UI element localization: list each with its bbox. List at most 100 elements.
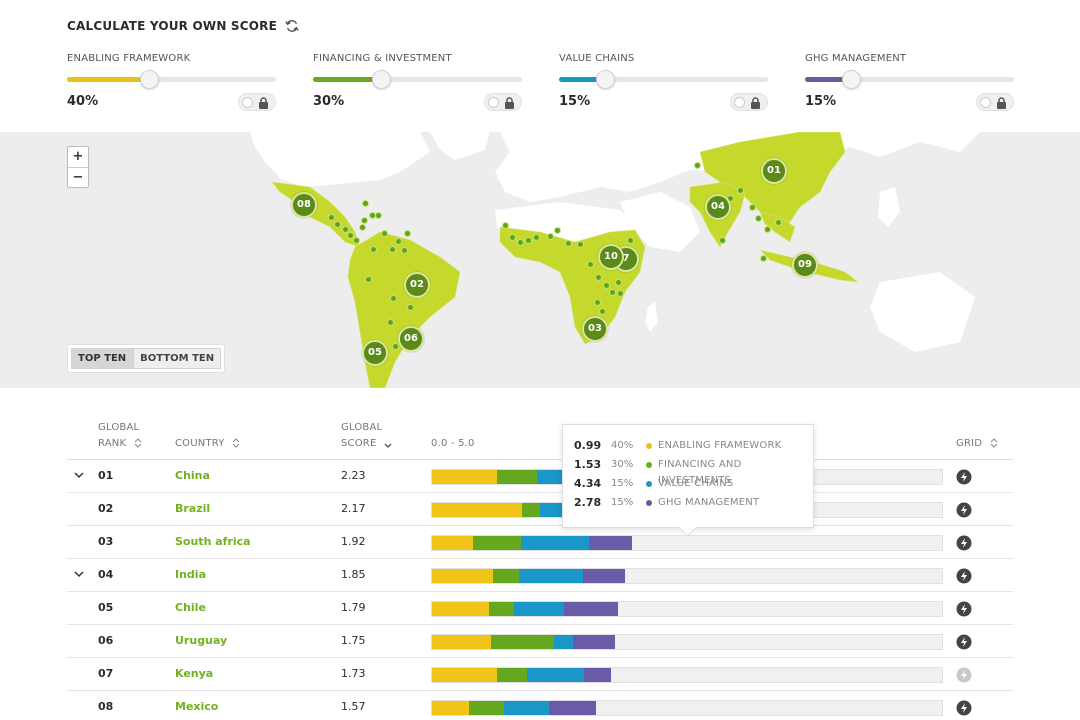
header-global-score[interactable]: GLOBAL SCORE [341,420,392,452]
score-bar[interactable] [431,634,943,650]
country-dot[interactable] [390,295,397,302]
map-marker-06[interactable]: 06 [398,326,424,352]
score-bar[interactable] [431,601,943,617]
row-country-link[interactable]: China [175,469,210,482]
country-dot[interactable] [547,233,554,240]
table-row[interactable]: 01 China 2.23 [67,460,1013,493]
country-dot[interactable] [603,282,610,289]
country-dot[interactable] [577,241,584,248]
lock-toggle[interactable] [484,93,522,111]
top-ten-button[interactable]: TOP TEN [71,348,134,369]
map-marker-03[interactable]: 03 [582,316,608,342]
country-dot[interactable] [627,237,634,244]
row-country-link[interactable]: Chile [175,601,206,614]
country-dot[interactable] [407,304,414,311]
country-dot[interactable] [328,214,335,221]
score-bar[interactable] [431,667,943,683]
country-dot[interactable] [342,226,349,233]
country-dot[interactable] [395,238,402,245]
country-dot[interactable] [361,217,368,224]
header-country[interactable]: COUNTRY [175,436,240,452]
country-dot[interactable] [353,237,360,244]
row-country-link[interactable]: Mexico [175,700,219,713]
country-dot[interactable] [755,215,762,222]
country-dot[interactable] [533,234,540,241]
country-dot[interactable] [347,232,354,239]
lightning-icon[interactable] [956,535,972,551]
country-dot[interactable] [775,219,782,226]
map-marker-01[interactable]: 01 [761,158,787,184]
country-dot[interactable] [595,274,602,281]
country-dot[interactable] [525,237,532,244]
map-marker-09[interactable]: 09 [792,252,818,278]
country-dot[interactable] [694,162,701,169]
country-dot[interactable] [370,246,377,253]
country-dot[interactable] [617,290,624,297]
country-dot[interactable] [334,221,341,228]
country-dot[interactable] [365,276,372,283]
country-dot[interactable] [594,299,601,306]
table-row[interactable]: 02 Brazil 2.17 [67,493,1013,526]
country-dot[interactable] [404,230,411,237]
map-marker-08[interactable]: 08 [291,192,317,218]
row-country-link[interactable]: South africa [175,535,251,548]
row-country-link[interactable]: India [175,568,206,581]
header-global-rank[interactable]: GLOBAL RANK [98,420,142,452]
country-dot[interactable] [749,204,756,211]
country-dot[interactable] [375,212,382,219]
table-row[interactable]: 06 Uruguay 1.75 [67,625,1013,658]
lightning-icon[interactable] [956,469,972,485]
lightning-icon[interactable] [956,601,972,617]
country-dot[interactable] [517,239,524,246]
zoom-out-button[interactable]: − [68,167,88,187]
zoom-in-button[interactable]: + [72,149,84,164]
country-dot[interactable] [502,222,509,229]
table-row[interactable]: 04 India 1.85 [67,559,1013,592]
lightning-icon[interactable] [956,634,972,650]
country-dot[interactable] [764,226,771,233]
slider-thumb[interactable] [596,70,616,89]
lock-toggle[interactable] [976,93,1014,111]
country-dot[interactable] [599,308,606,315]
lock-toggle[interactable] [238,93,276,111]
country-dot[interactable] [615,279,622,286]
world-map[interactable]: + − 01 02 03 04 05 06 7 08 09 10 TOP TEN… [0,132,1080,388]
row-country-link[interactable]: Brazil [175,502,211,515]
chevron-down-icon[interactable] [74,470,84,480]
row-country-link[interactable]: Kenya [175,667,214,680]
country-dot[interactable] [609,289,616,296]
lightning-icon[interactable] [956,502,972,518]
bottom-ten-button[interactable]: BOTTOM TEN [133,348,222,369]
map-marker-05[interactable]: 05 [362,340,388,366]
lightning-icon[interactable] [956,700,972,716]
country-dot[interactable] [362,200,369,207]
weight-slider[interactable] [559,70,768,89]
table-row[interactable]: 07 Kenya 1.73 [67,658,1013,691]
lightning-icon[interactable] [956,568,972,584]
table-row[interactable]: 08 Mexico 1.57 [67,691,1013,720]
country-dot[interactable] [387,319,394,326]
country-dot[interactable] [509,234,516,241]
slider-thumb[interactable] [139,70,159,89]
country-dot[interactable] [587,261,594,268]
weight-slider[interactable] [805,70,1014,89]
country-dot[interactable] [401,247,408,254]
map-marker-04[interactable]: 04 [705,194,731,220]
slider-thumb[interactable] [371,70,391,89]
header-grid[interactable]: GRID [956,436,998,452]
chevron-down-icon[interactable] [74,569,84,579]
country-dot[interactable] [381,230,388,237]
map-marker-02[interactable]: 02 [404,272,430,298]
table-row[interactable]: 05 Chile 1.79 [67,592,1013,625]
lightning-icon[interactable] [956,667,972,683]
lock-toggle[interactable] [730,93,768,111]
slider-thumb[interactable] [842,70,862,89]
score-bar[interactable] [431,700,943,716]
weight-slider[interactable] [313,70,522,89]
score-bar[interactable] [431,535,943,551]
row-country-link[interactable]: Uruguay [175,634,228,647]
refresh-icon[interactable] [285,19,299,33]
country-dot[interactable] [719,237,726,244]
score-bar[interactable] [431,568,943,584]
country-dot[interactable] [760,255,767,262]
